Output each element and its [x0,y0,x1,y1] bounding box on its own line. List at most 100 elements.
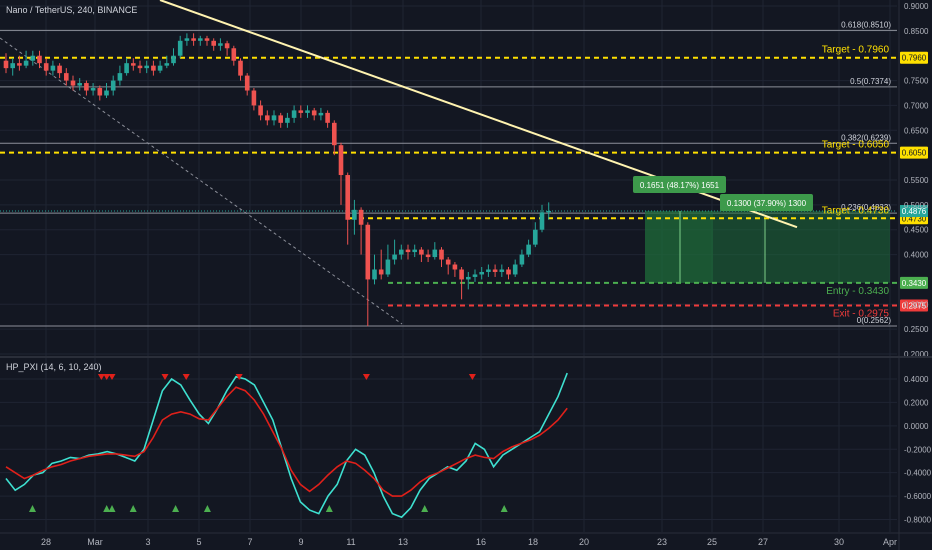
candle-body [305,110,310,113]
sell-signal-triangle [362,374,370,380]
candle-body [499,269,505,272]
candle-body [131,63,136,66]
buy-signal-triangle [172,505,180,512]
x-tick-label: 28 [41,537,51,547]
candle [405,244,411,260]
candle-body [332,122,337,146]
candle-body [378,269,384,275]
candle [43,58,49,76]
level-label-target: Target - 0.6050 [822,140,890,151]
candle [512,259,518,277]
y-tick-label: 0.8500 [904,27,929,36]
symbol-title[interactable]: Nano / TetherUS, 240, BINANCE [6,5,137,15]
candle-body [104,90,109,96]
projection-zone[interactable] [645,211,890,283]
candle [285,112,290,128]
candle-body [425,254,431,258]
candle [110,75,116,96]
last-price-text: 0.4876 [902,207,927,216]
candle-body [191,38,196,41]
candle [399,244,404,260]
fib-label: 0.236(0.4833) [841,203,891,212]
candle [224,40,230,56]
x-tick-label: 20 [579,537,589,547]
candle [37,50,42,69]
y-tick-label: 0.2500 [904,325,929,334]
candle [117,65,123,86]
buy-signal-triangle [500,505,508,512]
candle-body [439,249,444,260]
candle-body [278,115,283,123]
fib-retracement[interactable]: 0.618(0.8510) 0.5(0.7374) 0.382(0.6239) 0.2… [0,20,897,327]
projection-labels: 0.1651 (48.17%) 1651 0.1300 (37.90%) 1300 [633,176,813,211]
candle-body [432,249,438,258]
candle [372,254,377,285]
candle [231,45,237,66]
candles [3,33,551,327]
candle [77,78,82,91]
candle [124,58,129,76]
candle-body [285,117,290,123]
candle-body [352,209,357,220]
candle-body [157,65,163,71]
x-tick-label: 25 [707,537,717,547]
candle [144,60,149,74]
candle [305,105,310,118]
candle [50,60,56,76]
candle-body [57,65,62,74]
candle-body [211,40,216,46]
candle [291,105,297,123]
candle [251,88,257,111]
y-tick-label: 0.5000 [904,201,929,210]
candle [311,107,317,121]
candle-body [244,75,250,91]
price-levels[interactable]: Target - 0.7960 0.7960 Target - 0.6050 0.60… [0,45,928,320]
y-tick-label: 0.7000 [904,101,929,110]
fib-label: 0.5(0.7374) [850,77,891,86]
y-tick-label: -0.2000 [904,445,932,454]
buy-signal-triangle [129,505,137,512]
candle-body [50,65,56,71]
candle-body [231,48,237,61]
projection-text: 0.1651 (48.17%) 1651 [640,181,720,190]
candle [466,271,471,290]
candle [318,107,324,121]
candle [332,120,337,156]
candle-body [412,249,417,253]
candle [419,247,424,263]
buy-signal-triangle [203,505,211,512]
buy-signal-triangle [29,505,36,512]
y-tick-label: 0.4000 [904,251,929,260]
candle [70,75,76,91]
candle [365,222,371,327]
candle-body [70,80,76,86]
level-price-tag [900,51,928,64]
y-tick-label: 0.7500 [904,77,929,86]
candle [23,50,29,69]
candle [492,264,498,277]
profit-zone [645,211,890,283]
level-price-tag [900,299,928,312]
buy-signal-triangle [108,505,116,512]
candle-body [405,249,411,253]
candle-body [506,269,511,275]
candle-body [298,110,304,113]
indicator-title[interactable]: HP_PXI (14, 6, 10, 240) [6,362,102,372]
candle-body [472,274,478,277]
candle [486,264,491,277]
candle [238,58,243,81]
candle [137,60,143,74]
candle [151,60,156,76]
sell-signal-triangle [161,374,169,380]
candle [533,222,538,248]
candle-body [271,115,277,121]
candle-body [218,43,223,46]
candle [191,33,196,46]
sell-signal-triangle [468,374,476,380]
candle [171,48,176,66]
pxi-slow-line [5,386,568,497]
last-price-tag [900,205,928,218]
candle-body [546,211,551,213]
